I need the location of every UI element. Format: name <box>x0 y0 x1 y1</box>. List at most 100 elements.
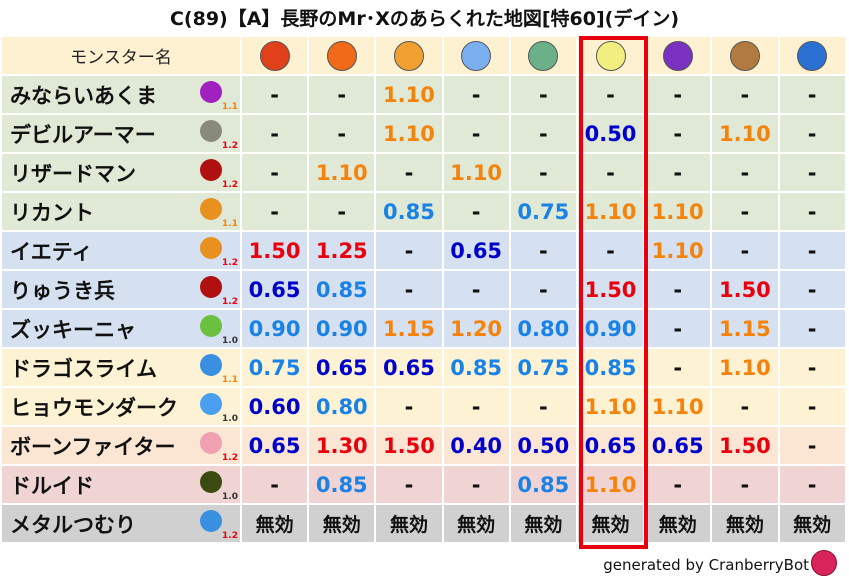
resistance-value: 1.30 <box>309 427 375 464</box>
resistance-value: - <box>779 193 845 230</box>
resistance-value: - <box>443 193 509 230</box>
resistance-value: - <box>309 76 375 113</box>
header-name-label: モンスター名 <box>2 37 240 74</box>
resistance-value: 0.75 <box>510 193 576 230</box>
resistance-value: - <box>712 388 778 425</box>
resistance-value: 0.60 <box>242 388 308 425</box>
monster-name-cell: イエティ 1.2 <box>2 232 240 269</box>
resistance-value: 無効 <box>443 505 509 542</box>
resistance-value: - <box>779 349 845 386</box>
resistance-value: - <box>712 154 778 191</box>
monster-name-cell: ヒョウモンダーク 1.0 <box>2 388 240 425</box>
monster-name: イエティ <box>10 239 93 264</box>
resistance-table: モンスター名 みならいあくま 1.1- -1.10- - - - - - デビルアーマー 1.2- -… <box>2 37 845 542</box>
resistance-value: 1.50 <box>376 427 442 464</box>
resistance-value: - <box>577 76 644 113</box>
resistance-value: - <box>712 466 778 503</box>
level-label: 1.1 <box>222 102 238 112</box>
resistance-value: 1.50 <box>242 232 308 269</box>
resistance-value: - <box>577 154 644 191</box>
resistance-value: - <box>510 115 576 152</box>
resistance-value: - <box>645 115 711 152</box>
level-label: 1.2 <box>222 141 238 151</box>
earth-icon <box>729 40 760 71</box>
level-label: 1.0 <box>222 414 238 424</box>
resistance-value: 0.65 <box>376 349 442 386</box>
resistance-value: - <box>242 154 308 191</box>
resistance-value: - <box>645 154 711 191</box>
resistance-value: 0.75 <box>242 349 308 386</box>
ghost-icon <box>200 471 222 493</box>
header-element-4 <box>443 37 509 74</box>
resistance-value: - <box>779 310 845 347</box>
resistance-value: 1.15 <box>712 310 778 347</box>
monster-name: みならいあくま <box>10 83 157 108</box>
monster-name-cell: みならいあくま 1.1 <box>2 76 240 113</box>
resistance-value: - <box>779 466 845 503</box>
resistance-value: 0.85 <box>309 466 375 503</box>
monster-name-cell: ドルイド 1.0 <box>2 466 240 503</box>
resistance-value: - <box>376 232 442 269</box>
resistance-value: - <box>242 193 308 230</box>
monster-name: ズッキーニャ <box>10 317 136 342</box>
resistance-value: 1.10 <box>376 115 442 152</box>
resistance-value: 0.65 <box>443 232 509 269</box>
level-label: 1.0 <box>222 492 238 502</box>
resistance-value: - <box>510 232 576 269</box>
resistance-value: 0.80 <box>309 388 375 425</box>
header-element-5 <box>510 37 576 74</box>
resistance-value: - <box>376 271 442 308</box>
header-element-6 <box>577 37 644 74</box>
header-element-2 <box>309 37 375 74</box>
resistance-value: 0.85 <box>309 271 375 308</box>
beast-icon <box>200 237 222 259</box>
cranberry-bot-icon <box>811 550 837 576</box>
monster-name: ヒョウモンダーク <box>10 395 178 420</box>
resistance-value: 0.75 <box>510 349 576 386</box>
resistance-value: 0.50 <box>577 115 644 152</box>
resistance-value: - <box>443 115 509 152</box>
resistance-value: - <box>309 193 375 230</box>
resistance-value: 無効 <box>242 505 308 542</box>
resistance-value: 0.85 <box>577 349 644 386</box>
dragon-icon <box>200 159 222 181</box>
level-label: 1.2 <box>222 531 238 541</box>
resistance-value: - <box>779 76 845 113</box>
resistance-value: 0.90 <box>309 310 375 347</box>
resistance-value: - <box>779 427 845 464</box>
resistance-value: 0.90 <box>577 310 644 347</box>
resistance-value: 無効 <box>577 505 644 542</box>
resistance-value: - <box>242 76 308 113</box>
plant-icon <box>200 315 222 337</box>
page-title: C(89)【A】長野のMr･Xのあらくれた地図[特60](デイン) <box>169 8 680 30</box>
demon-icon <box>200 81 222 103</box>
resistance-value: 無効 <box>712 505 778 542</box>
header-element-7 <box>645 37 711 74</box>
resistance-value: 0.85 <box>510 466 576 503</box>
monster-name-cell: メタルつむり 1.2 <box>2 505 240 542</box>
flame-icon <box>326 40 357 71</box>
monster-name-cell: リザードマン 1.2 <box>2 154 240 191</box>
resistance-value: - <box>645 76 711 113</box>
header-element-1 <box>242 37 308 74</box>
resistance-value: 1.10 <box>577 466 644 503</box>
dragon-icon <box>200 276 222 298</box>
monster-name-cell: りゅうき兵 1.2 <box>2 271 240 308</box>
wind-icon <box>528 40 559 71</box>
resistance-value: 0.85 <box>443 349 509 386</box>
level-label: 1.2 <box>222 180 238 190</box>
explosion-icon <box>393 40 424 71</box>
header-element-8 <box>712 37 778 74</box>
resistance-value: 0.65 <box>309 349 375 386</box>
resistance-value: - <box>779 388 845 425</box>
water-drop-icon <box>200 393 222 415</box>
monster-name: メタルつむり <box>10 512 136 537</box>
resistance-value: - <box>779 271 845 308</box>
resistance-value: 1.10 <box>577 388 644 425</box>
resistance-value: - <box>577 232 644 269</box>
resistance-value: 0.40 <box>443 427 509 464</box>
monster-name-cell: ドラゴスライム 1.1 <box>2 349 240 386</box>
resistance-value: 0.50 <box>510 427 576 464</box>
resistance-value: - <box>443 76 509 113</box>
resistance-value: 1.20 <box>443 310 509 347</box>
